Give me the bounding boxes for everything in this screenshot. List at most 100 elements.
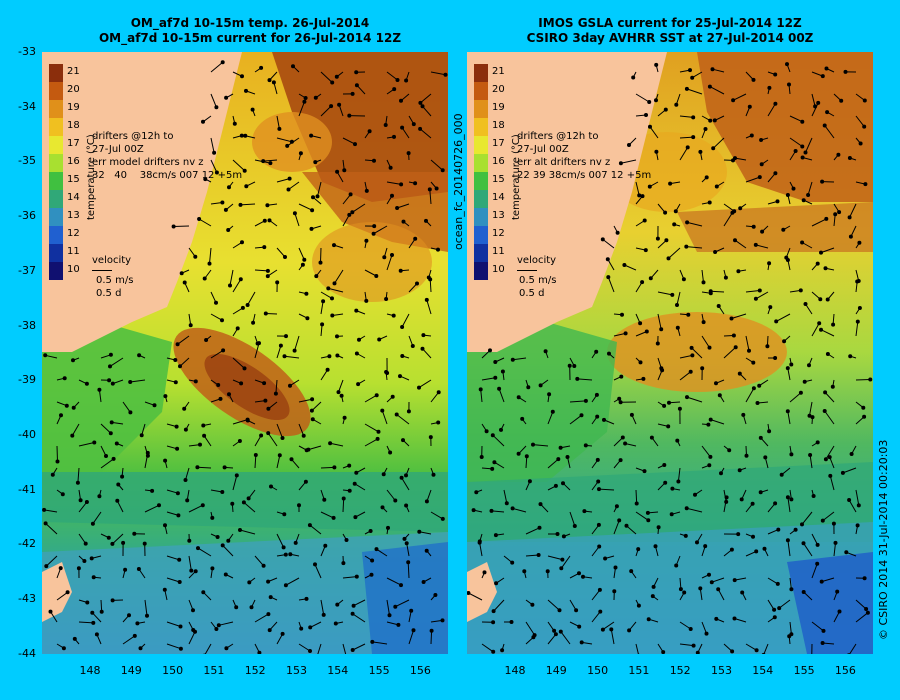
colorbar-swatch (49, 82, 63, 100)
velocity-arrow-head (106, 535, 111, 540)
velocity-arrow (364, 438, 378, 447)
velocity-arrow (406, 543, 410, 557)
velocity-arrow-head (691, 135, 696, 140)
velocity-arrow-head (596, 479, 601, 484)
velocity-arrow-head (413, 236, 418, 241)
velocity-arrow-head (556, 457, 561, 462)
velocity-arrow (232, 278, 242, 293)
velocity-arrow-head (733, 156, 737, 161)
velocity-arrow (809, 454, 813, 469)
velocity-arrow (373, 225, 388, 235)
velocity-arrow-head (489, 508, 494, 513)
velocity-arrow-head (774, 319, 779, 324)
velocity-arrow-head (354, 351, 359, 356)
velocity-arrow (701, 269, 704, 283)
velocity-arrow-head (801, 590, 806, 594)
velocity-arrow-head (376, 429, 381, 434)
velocity-arrow-head (202, 433, 207, 438)
velocity-arrow (626, 525, 637, 535)
velocity-arrow-head (328, 441, 333, 446)
velocity-arrow-head (654, 149, 659, 154)
velocity-arrow-head (183, 427, 188, 432)
velocity-arrow-head (310, 417, 315, 422)
velocity-arrow-head (759, 162, 764, 167)
velocity-arrow-head (306, 447, 311, 452)
velocity-arrow-head (245, 303, 250, 307)
velocity-arrow-head (261, 159, 266, 164)
longitude-tick-label: 151 (628, 664, 650, 677)
velocity-arrow-head (82, 559, 87, 563)
colorbar-tick-label: 11 (67, 246, 80, 257)
velocity-arrow-head (354, 308, 359, 313)
velocity-arrow-head (313, 160, 318, 165)
velocity-arrow-head (97, 387, 102, 392)
velocity-arrow-head (711, 146, 716, 151)
velocity-arrow-head (230, 501, 235, 506)
velocity-arrow-head (504, 501, 509, 506)
velocity-arrow (811, 533, 819, 546)
velocity-arrow (787, 540, 791, 557)
velocity-arrow (276, 137, 293, 143)
velocity-arrow-head (400, 354, 405, 358)
velocity-arrow-head (267, 78, 272, 83)
longitude-tick-label: 153 (711, 664, 732, 677)
velocity-arrow (712, 137, 725, 149)
velocity-arrow-head (823, 266, 828, 271)
colorbar-tick-label: 10 (492, 264, 505, 275)
velocity-arrow-head (251, 320, 256, 325)
velocity-arrow-head (367, 129, 372, 134)
velocity-arrow (607, 258, 615, 271)
velocity-arrow-head (864, 607, 869, 611)
velocity-arrow-head (773, 101, 778, 106)
velocity-arrow-head (763, 455, 768, 460)
velocity-arrow-head (239, 381, 244, 386)
velocity-arrow (842, 467, 857, 474)
velocity-arrow-head (560, 557, 565, 562)
velocity-arrow-head (779, 472, 784, 477)
velocity-arrow-head (499, 427, 503, 432)
colorbar-tick-label: 16 (67, 156, 80, 167)
velocity-arrow (710, 419, 725, 425)
velocity-arrow-head (110, 541, 115, 546)
velocity-arrow (789, 137, 803, 147)
velocity-arrow (45, 555, 58, 567)
velocity-arrow (320, 301, 324, 315)
velocity-arrow-head (262, 218, 267, 223)
velocity-arrow (209, 247, 212, 264)
velocity-arrow-head (71, 405, 76, 410)
colorbar-swatch (474, 64, 488, 82)
velocity-arrow-head (257, 341, 261, 346)
velocity-arrow-head (691, 115, 696, 120)
velocity-arrow-head (226, 228, 231, 232)
velocity-arrow-head (767, 85, 772, 90)
velocity-arrow (855, 379, 871, 381)
velocity-arrow-head (594, 349, 599, 354)
right-velocity-scale: 0.5 m/s 0.5 d (519, 275, 557, 299)
velocity-arrow-head (353, 515, 358, 520)
velocity-arrow (577, 378, 593, 381)
velocity-arrow-head (600, 237, 605, 242)
velocity-arrow (92, 511, 102, 524)
velocity-arrow-head (492, 460, 497, 465)
velocity-arrow-head (740, 590, 745, 595)
colorbar-swatch (474, 136, 488, 154)
velocity-arrow (100, 458, 114, 469)
velocity-arrow-head (491, 609, 496, 614)
velocity-arrow-head (204, 338, 209, 342)
velocity-arrow-head (537, 525, 542, 530)
velocity-arrow-head (685, 395, 689, 400)
velocity-arrow-head (647, 184, 652, 189)
velocity-arrow-head (708, 417, 713, 422)
velocity-arrow-head (642, 218, 647, 223)
velocity-arrow-head (787, 634, 792, 639)
velocity-arrow-head (649, 435, 654, 440)
velocity-arrow-head (384, 370, 389, 374)
velocity-arrow (468, 592, 483, 601)
velocity-arrow-head (493, 360, 498, 364)
velocity-arrow-head (674, 563, 679, 568)
left-colorbar (49, 64, 63, 280)
velocity-arrow-head (292, 211, 297, 216)
velocity-arrow-head (354, 70, 359, 75)
velocity-arrow (98, 389, 102, 403)
velocity-arrow-head (646, 617, 651, 622)
